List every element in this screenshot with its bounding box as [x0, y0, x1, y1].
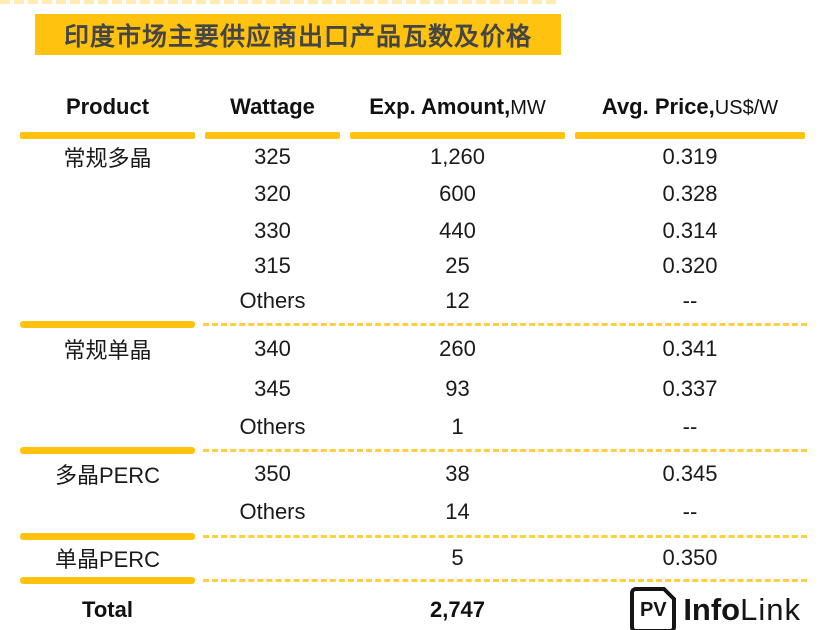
- column-header-product: Product: [20, 88, 195, 139]
- table-row: 345 93 0.337: [20, 369, 807, 409]
- product-cell: 多晶PERC: [54, 463, 161, 488]
- separator-solid-bar: [20, 576, 195, 584]
- header-underline: [205, 132, 340, 139]
- wattage-cell: Others: [239, 288, 306, 313]
- table-row: 320 600 0.328: [20, 175, 807, 213]
- price-cell: 0.328: [662, 181, 718, 206]
- header-underline: [350, 132, 565, 139]
- wattage-cell: Others: [239, 414, 306, 439]
- pv-logo-text: PV: [639, 598, 667, 621]
- table-row: 多晶PERC 350 38 0.345: [20, 455, 807, 493]
- column-header-avg-price: Avg. Price, US$/W: [575, 88, 805, 139]
- header-unit: MW: [510, 97, 546, 119]
- total-row: Total 2,747 PV InfoLink: [20, 585, 807, 630]
- price-cell: --: [682, 414, 698, 439]
- pv-logo-icon: PV: [630, 587, 677, 630]
- logo-wordmark: InfoLink: [683, 592, 801, 627]
- separator-solid-bar: [20, 532, 195, 540]
- header-label: Wattage: [230, 94, 315, 119]
- table-row: 330 440 0.314: [20, 213, 807, 249]
- top-divider: [0, 0, 560, 4]
- amount-cell: 25: [445, 253, 470, 278]
- separator-dashed-line: [203, 534, 807, 538]
- table-row: Others 12 --: [20, 283, 807, 319]
- group-separator: [20, 575, 807, 585]
- page-title: 印度市场主要供应商出口产品瓦数及价格: [63, 22, 532, 51]
- column-header-wattage: Wattage: [205, 88, 340, 139]
- wattage-cell: 340: [254, 336, 291, 361]
- group-separator: [20, 445, 807, 455]
- product-cell: 常规单晶: [63, 338, 152, 363]
- separator-dashed-line: [203, 448, 807, 452]
- amount-cell: 38: [445, 461, 470, 486]
- price-cell: 0.337: [662, 376, 718, 401]
- amount-cell: 1,260: [429, 144, 486, 169]
- data-table: Product Wattage Exp. Amount, MW Avg. Pric…: [20, 88, 807, 630]
- price-cell: 0.314: [662, 218, 718, 243]
- price-cell: 0.320: [662, 253, 718, 278]
- table-row: 常规多晶 325 1,260 0.319: [20, 139, 807, 175]
- price-cell: 0.341: [662, 336, 718, 361]
- amount-cell: 93: [445, 376, 470, 401]
- table-row: Others 14 --: [20, 493, 807, 531]
- header-label: Exp. Amount,: [369, 94, 511, 119]
- amount-cell: 440: [439, 218, 476, 243]
- wattage-cell: 315: [254, 253, 291, 278]
- header-unit: US$/W: [714, 97, 779, 119]
- separator-solid-bar: [20, 446, 195, 454]
- header-underline: [20, 132, 195, 139]
- wattage-cell: 345: [254, 376, 291, 401]
- price-cell: 0.345: [662, 461, 718, 486]
- price-cell: 0.319: [662, 144, 718, 169]
- total-label: Total: [82, 597, 133, 622]
- amount-cell: 260: [439, 336, 476, 361]
- table-header-row: Product Wattage Exp. Amount, MW Avg. Pric…: [20, 88, 807, 139]
- price-cell: --: [682, 499, 698, 524]
- header-underline: [575, 132, 805, 139]
- separator-dashed-line: [203, 322, 807, 326]
- total-amount: 2,747: [429, 597, 486, 622]
- wattage-cell: 325: [254, 144, 291, 169]
- product-cell: 单晶PERC: [54, 547, 161, 572]
- page-fold-icon: [661, 587, 677, 602]
- table-row: Others 1 --: [20, 409, 807, 445]
- wattage-cell: 350: [254, 461, 291, 486]
- table-row: 常规单晶 340 260 0.341: [20, 329, 807, 369]
- table-row: 单晶PERC 5 0.350: [20, 541, 807, 575]
- column-header-exp-amount: Exp. Amount, MW: [350, 88, 565, 139]
- header-label: Product: [65, 94, 150, 119]
- wattage-cell: Others: [239, 499, 306, 524]
- wattage-cell: 320: [254, 181, 291, 206]
- header-label: Avg. Price,: [601, 94, 715, 119]
- group-separator: [20, 319, 807, 329]
- product-cell: 常规多晶: [63, 146, 152, 171]
- group-separator: [20, 531, 807, 541]
- separator-solid-bar: [20, 320, 195, 328]
- separator-dashed-line: [203, 578, 807, 582]
- infolink-logo: PV InfoLink: [575, 587, 805, 630]
- price-cell: --: [682, 288, 698, 313]
- amount-cell: 5: [451, 545, 464, 570]
- table-row: 315 25 0.320: [20, 249, 807, 283]
- amount-cell: 1: [451, 414, 464, 439]
- amount-cell: 14: [445, 499, 470, 524]
- amount-cell: 12: [445, 288, 470, 313]
- price-cell: 0.350: [662, 545, 718, 570]
- wattage-cell: 330: [254, 218, 291, 243]
- title-banner: 印度市场主要供应商出口产品瓦数及价格: [35, 14, 561, 55]
- amount-cell: 600: [439, 181, 476, 206]
